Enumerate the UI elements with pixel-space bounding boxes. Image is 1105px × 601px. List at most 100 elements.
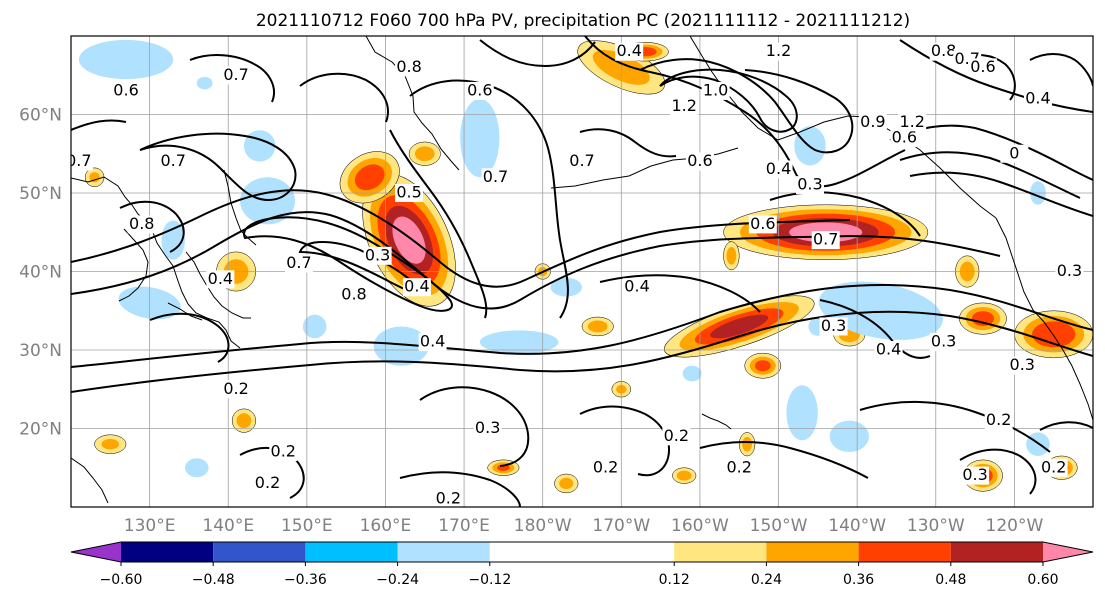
- precip-anomaly-dateline-blob: [581, 316, 614, 337]
- colorbar-segment: [766, 542, 859, 562]
- pv-contour-line: [419, 386, 530, 467]
- precip-anomaly-central-low-b: [550, 277, 582, 297]
- pv-contour-line: [909, 171, 1093, 217]
- colorbar-tick-label: −0.36: [284, 572, 327, 588]
- colorbar-segments: [71, 542, 1093, 562]
- pv-contour-label-gap: [1055, 262, 1084, 281]
- precip-anomaly-kamchatka-blob: [408, 141, 441, 166]
- pv-contour-label-gap: [159, 152, 188, 171]
- pv-contour-label-gap: [858, 113, 887, 132]
- pv-contour-label-gap: [670, 97, 699, 116]
- coastline-japan: [185, 251, 251, 319]
- pv-contour-label: 0.3: [1010, 355, 1035, 374]
- longitude-tick-label: 120°W: [986, 516, 1044, 536]
- colorbar-segment: [71, 542, 121, 562]
- coastline-korea: [118, 228, 149, 302]
- colorbar-segment: [305, 542, 398, 562]
- pv-contour-label-gap: [395, 58, 424, 77]
- pv-contour-label-gap: [340, 286, 369, 305]
- anomaly-level: [196, 76, 213, 90]
- pv-contour-line: [299, 72, 389, 123]
- precip-anomaly-east-pacific-low-core: [877, 294, 932, 327]
- pv-contour-line: [659, 68, 798, 133]
- pv-contour-label-gap: [402, 278, 431, 297]
- anomaly-level: [829, 420, 869, 453]
- precip-anomaly-sakhalin-blob: [243, 130, 276, 162]
- pv-contour-line: [243, 216, 453, 312]
- pv-contour-label: 0.9: [860, 112, 885, 131]
- pv-contour-label: 0.5: [396, 183, 421, 202]
- coastline-philippines: [71, 457, 109, 504]
- pv-contour-label: 0.3: [1057, 261, 1082, 280]
- pv-contour-label: 1.0: [703, 80, 728, 99]
- pv-contour-line: [699, 441, 869, 479]
- anomaly-level: [392, 216, 426, 264]
- precip-anomaly-hawaii-low: [786, 385, 818, 441]
- pv-contour-label: 1.2: [766, 41, 791, 60]
- pv-contour-line: [71, 119, 127, 131]
- colorbar-segment: [489, 542, 675, 562]
- pv-contour-line: [1029, 53, 1093, 87]
- pv-contour-label-gap: [465, 81, 494, 100]
- pv-contour-line: [579, 128, 677, 158]
- precip-anomaly-south-blob-c: [672, 467, 697, 484]
- pv-contour-line: [139, 132, 297, 202]
- pv-contour-label: 0.6: [687, 151, 712, 170]
- pv-contour-label-gap: [434, 490, 463, 507]
- pv-contour-label: 0.2: [1041, 457, 1066, 476]
- precip-anomaly-aleutian-low: [460, 98, 500, 178]
- colorbar-tick-label: 0.48: [935, 572, 966, 588]
- pv-contour-label: 0.2: [255, 473, 280, 492]
- longitude-tick-label: 130°E: [124, 516, 176, 536]
- latitude-tick-label: 50°N: [19, 184, 62, 204]
- colorbar-segment: [674, 542, 767, 562]
- pv-contour-label: 0.3: [931, 332, 956, 351]
- pv-contour-label-gap: [591, 458, 620, 477]
- anomaly-level: [101, 439, 119, 450]
- anomaly-level: [236, 413, 252, 429]
- pv-contour-line: [769, 191, 921, 237]
- colorbar-segment: [1043, 542, 1093, 562]
- colorbar-tick-label: −0.60: [100, 572, 143, 588]
- pv-contour-label-gap: [269, 443, 298, 462]
- anomaly-level: [78, 39, 174, 80]
- pv-contour-label: 0.4: [420, 332, 445, 351]
- pv-contour-line: [639, 58, 854, 154]
- pv-contour-label: 0.6: [467, 80, 492, 99]
- pv-contour-label: 0.8: [396, 57, 421, 76]
- pv-contours: [71, 36, 1093, 507]
- pv-contour-line: [71, 189, 851, 288]
- colorbar-tick-label: 0.60: [1027, 572, 1058, 588]
- precip-anomaly-kuroshio-plume-tail: [339, 151, 400, 204]
- pv-contour-line: [189, 54, 275, 103]
- pv-contour-label-gap: [748, 215, 777, 234]
- pv-contour-line: [71, 310, 1093, 393]
- pv-contour-label: 0.8: [129, 214, 154, 233]
- latitude-tick-label: 40°N: [19, 263, 62, 283]
- pv-contour-label: 0.2: [727, 457, 752, 476]
- pv-contour-line: [149, 312, 230, 363]
- pv-contour-label-gap: [568, 152, 596, 171]
- pv-contour-label-gap: [222, 66, 251, 85]
- colorbar-tick-label: −0.12: [468, 572, 511, 588]
- pv-contour-label: 0.2: [986, 410, 1011, 429]
- pv-contour-label: 0.7: [223, 65, 248, 84]
- anomaly-level: [479, 330, 559, 354]
- pv-contour-label: 0.6: [750, 214, 775, 233]
- pv-contour-label: 0.4: [616, 41, 641, 60]
- pv-contour-labels: 0.6 0.7 0.8 0.6 0.4 1.2 1.2 1.0 0.7 0.6 0.4 0.3 0.7 0…: [71, 41, 1084, 507]
- pv-contour-label: 0.6: [113, 80, 138, 99]
- pv-contour-label-gap: [112, 81, 141, 100]
- longitude-tick-label: 160°E: [360, 516, 412, 536]
- pv-contour-label: 0.4: [766, 159, 791, 178]
- precip-anomaly-central-low: [479, 330, 559, 354]
- map-frame: [70, 35, 1094, 508]
- pv-contour-label: 1.2: [671, 96, 696, 115]
- pv-contour-line: [899, 151, 1081, 199]
- latitude-tick-label: 20°N: [19, 420, 62, 440]
- pv-contour-label: 0.4: [404, 277, 429, 296]
- pv-contour-label-gap: [481, 168, 510, 187]
- precipitation-pc-anomaly-layer: [78, 39, 1093, 494]
- pv-contour-label: 0.7: [569, 151, 594, 170]
- longitude-tick-labels: 130°E 140°E 150°E 160°E 170°E 180°W 170°W 160°W…: [124, 516, 1044, 536]
